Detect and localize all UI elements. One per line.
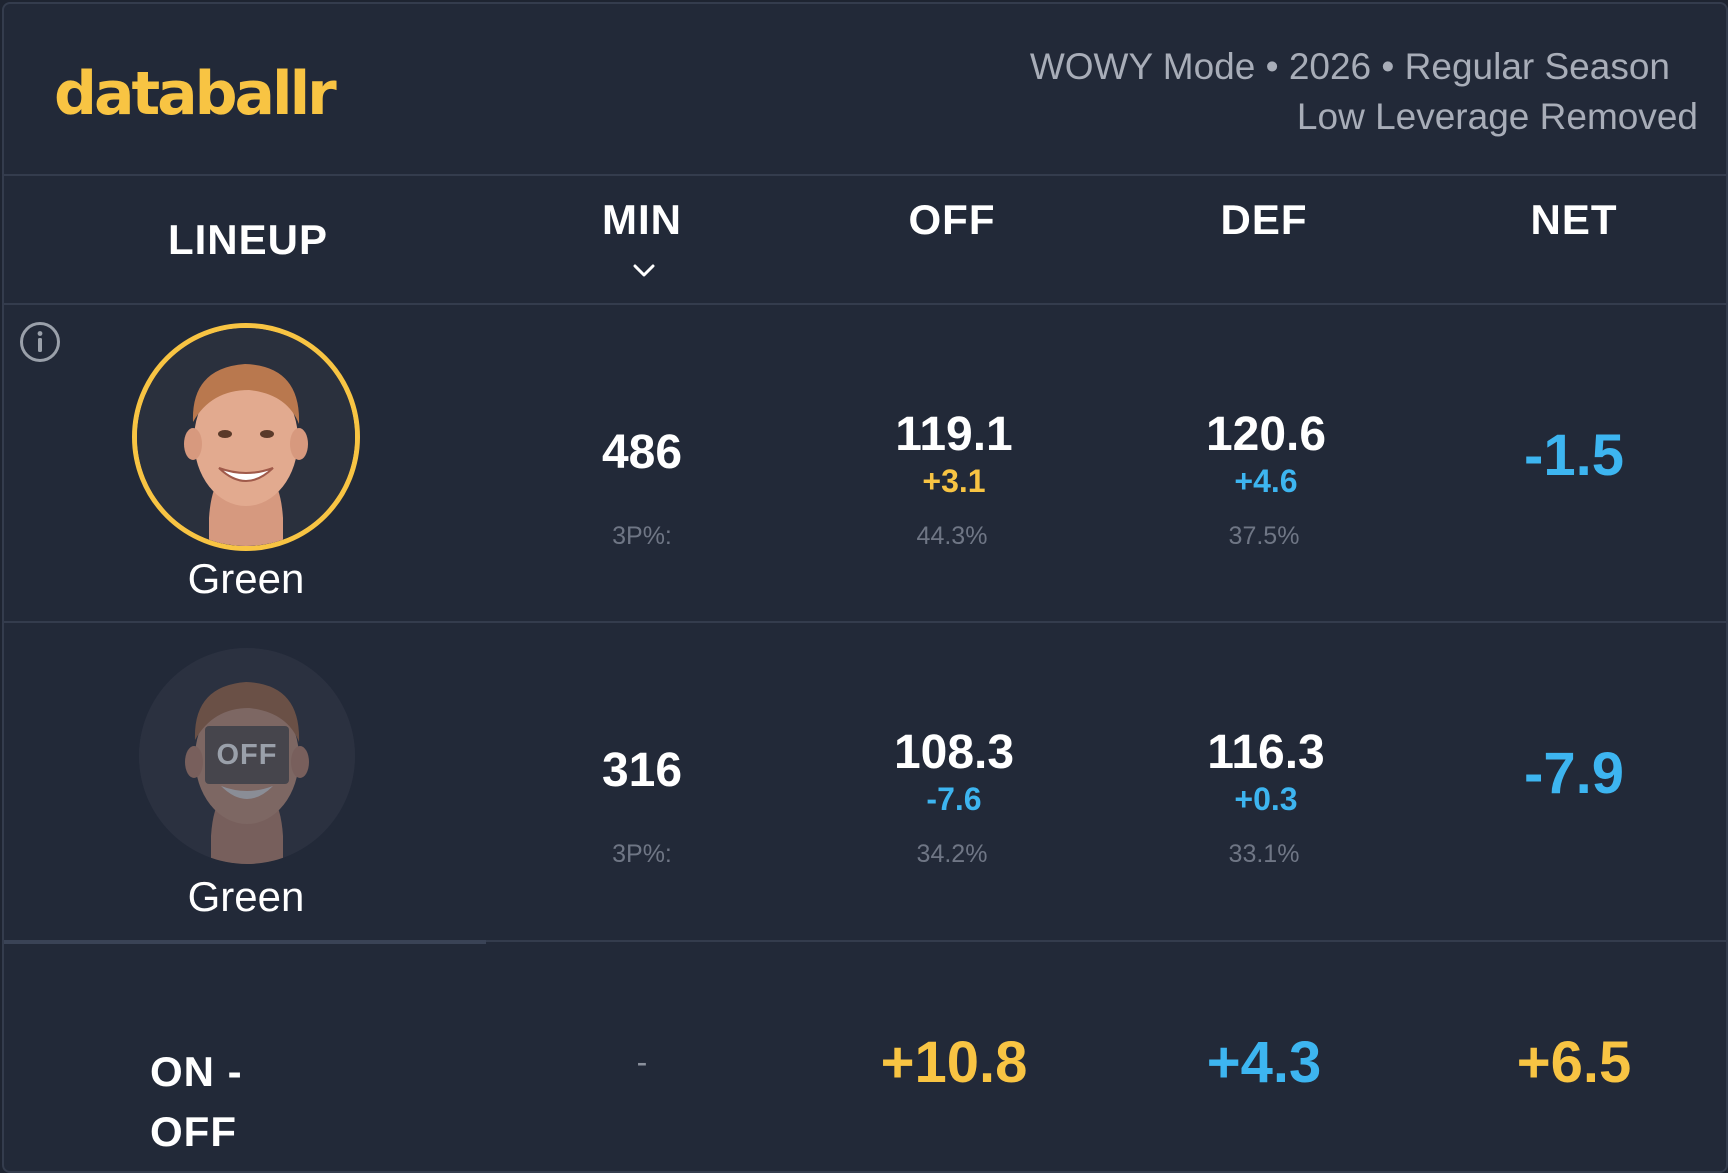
- mode-description: WOWY Mode • 2026 • Regular Season Low Le…: [1030, 42, 1698, 142]
- summary-min: -: [636, 1044, 648, 1080]
- player-name[interactable]: Green: [187, 555, 305, 602]
- def-rating: 116.3: [1207, 726, 1325, 779]
- off-delta: -7.6: [926, 781, 982, 817]
- table-row: Green 486 3P%: 119.1 +3.1 44.3% 120.6 +4…: [4, 305, 1726, 623]
- off-3p-pct: 44.3%: [916, 522, 988, 550]
- chevron-down-icon[interactable]: [632, 264, 656, 278]
- mode-line: WOWY Mode • 2026 • Regular Season: [1029, 46, 1670, 87]
- min-sub-label: 3P%:: [612, 840, 672, 868]
- column-min[interactable]: MIN: [602, 196, 682, 243]
- def-3p-pct: 33.1%: [1228, 840, 1300, 868]
- def-delta: +4.6: [1234, 463, 1298, 499]
- databallr-logo[interactable]: databallr: [54, 59, 337, 129]
- off-rating: 119.1: [895, 408, 1013, 461]
- column-header-row: LINEUP MIN OFF DEF NET: [4, 176, 1726, 305]
- on-off-summary-row: ON - OFF - +10.8 +4.3 +6.5: [4, 942, 1726, 1171]
- min-value: 486: [601, 426, 683, 479]
- column-def[interactable]: DEF: [1220, 196, 1308, 243]
- column-net[interactable]: NET: [1530, 196, 1618, 243]
- column-off[interactable]: OFF: [908, 196, 996, 243]
- def-3p-pct: 37.5%: [1228, 522, 1300, 550]
- table-row: OFF Green 316 3P%: 108.3 -7.6 34.2% 116.…: [4, 623, 1726, 940]
- def-delta: +0.3: [1234, 781, 1298, 817]
- off-badge: OFF: [205, 726, 289, 784]
- net-rating: -1.5: [1524, 423, 1624, 488]
- column-lineup: LINEUP: [167, 216, 328, 263]
- summary-divider: [4, 940, 1726, 944]
- on-off-label: ON - OFF: [150, 1048, 243, 1155]
- net-rating: -7.9: [1524, 741, 1624, 806]
- player-avatar: [132, 323, 360, 551]
- def-rating: 120.6: [1205, 408, 1327, 461]
- scroll-indicator: [4, 940, 486, 944]
- off-3p-pct: 34.2%: [916, 840, 988, 868]
- off-delta: +3.1: [922, 463, 986, 499]
- info-icon[interactable]: [19, 321, 61, 363]
- summary-off: +10.8: [880, 1030, 1028, 1095]
- player-avatar-off: OFF: [139, 648, 355, 864]
- leverage-line: Low Leverage Removed: [1296, 96, 1698, 137]
- card-header: databallr WOWY Mode • 2026 • Regular Sea…: [4, 4, 1726, 176]
- summary-def: +4.3: [1206, 1030, 1322, 1095]
- min-value: 316: [601, 744, 683, 797]
- off-rating: 108.3: [893, 726, 1015, 779]
- player-name[interactable]: Green: [187, 873, 305, 920]
- summary-net: +6.5: [1516, 1030, 1632, 1095]
- min-sub-label: 3P%:: [612, 522, 672, 550]
